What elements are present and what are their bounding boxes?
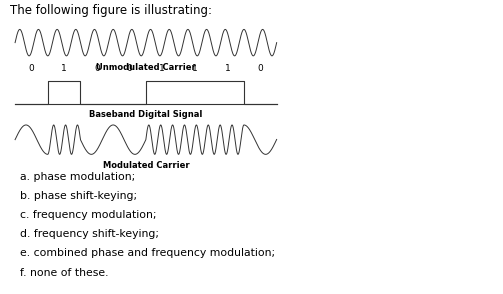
Text: Unmodulated Carrier: Unmodulated Carrier: [96, 63, 196, 72]
Text: 0: 0: [29, 64, 34, 74]
Text: c. frequency modulation;: c. frequency modulation;: [20, 210, 156, 220]
Text: 1: 1: [61, 64, 67, 74]
Text: b. phase shift-keying;: b. phase shift-keying;: [20, 191, 137, 201]
Text: 1: 1: [192, 64, 198, 74]
Text: e. combined phase and frequency modulation;: e. combined phase and frequency modulati…: [20, 248, 275, 258]
Text: 1: 1: [225, 64, 230, 74]
Text: 1: 1: [159, 64, 165, 74]
Text: Baseband Digital Signal: Baseband Digital Signal: [89, 110, 203, 119]
Text: 0: 0: [94, 64, 100, 74]
Text: 0: 0: [127, 64, 132, 74]
Text: The following figure is illustrating:: The following figure is illustrating:: [10, 4, 212, 17]
Text: f. none of these.: f. none of these.: [20, 268, 109, 278]
Text: 0: 0: [258, 64, 263, 74]
Text: a. phase modulation;: a. phase modulation;: [20, 172, 135, 182]
Text: d. frequency shift-keying;: d. frequency shift-keying;: [20, 229, 159, 239]
Text: Modulated Carrier: Modulated Carrier: [103, 161, 189, 170]
